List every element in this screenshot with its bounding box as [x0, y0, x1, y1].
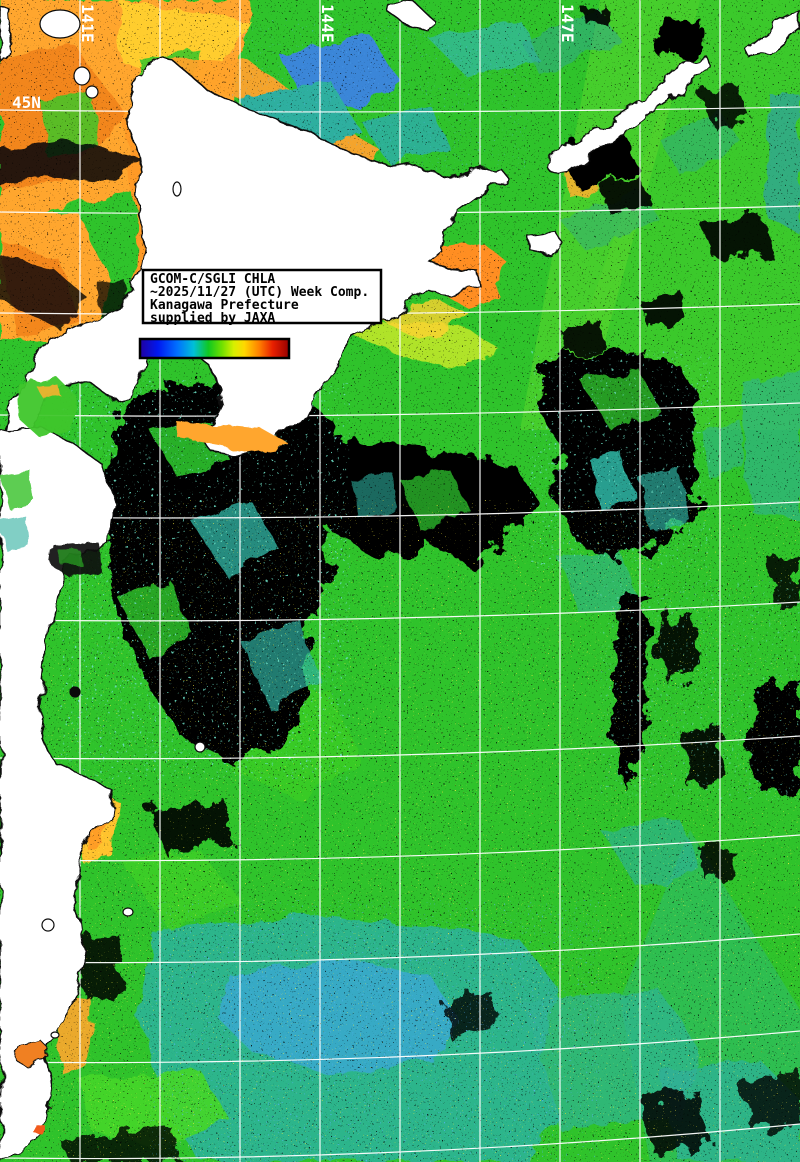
- lon-label-144e: 144E: [318, 4, 337, 43]
- parallel-line: [0, 601, 800, 622]
- parallel-line: [0, 1030, 800, 1064]
- overland-data: [0, 375, 290, 1136]
- cloud-patch-top: [385, 1, 435, 33]
- product-title: GCOM-C/SGLI CHLA: [150, 272, 275, 287]
- small-island: [85, 85, 99, 99]
- graticule-labels: 45N 141E 144E 147E: [12, 4, 577, 112]
- small-island: [73, 66, 91, 86]
- product-source: supplied by JAXA: [150, 311, 275, 326]
- landmass-honshu: [0, 427, 115, 1162]
- cloud-patch-topleft: [0, 5, 13, 61]
- small-island: [41, 918, 55, 932]
- product-date: ~2025/11/27 (UTC) Week Comp.: [150, 285, 369, 300]
- small-island: [50, 1031, 60, 1039]
- lat-label-45n: 45N: [12, 93, 41, 112]
- product-region: Kanagawa Prefecture: [150, 298, 299, 313]
- landmass-hokkaido: [3, 56, 508, 457]
- small-islet-dark: [69, 686, 81, 698]
- colorbar: [138, 337, 291, 360]
- parallel-line: [0, 501, 800, 519]
- info-box: GCOM-C/SGLI CHLA ~2025/11/27 (UTC) Week …: [141, 268, 383, 326]
- small-island: [194, 741, 206, 753]
- lon-label-141e: 141E: [78, 4, 97, 43]
- small-island: [122, 907, 134, 917]
- small-island: [172, 181, 182, 197]
- cloud-patch-small: [527, 231, 565, 257]
- parallel-line: [0, 933, 800, 964]
- lon-label-147e: 147E: [558, 4, 577, 43]
- island-shikotan: [745, 11, 800, 59]
- parallel-line: [0, 402, 800, 417]
- parallel-line: [0, 735, 800, 760]
- small-island: [39, 9, 81, 39]
- parallel-line: [0, 834, 800, 862]
- island-kunashiri: [547, 55, 711, 177]
- parallel-line: [0, 106, 800, 113]
- parallel-line: [0, 1123, 800, 1160]
